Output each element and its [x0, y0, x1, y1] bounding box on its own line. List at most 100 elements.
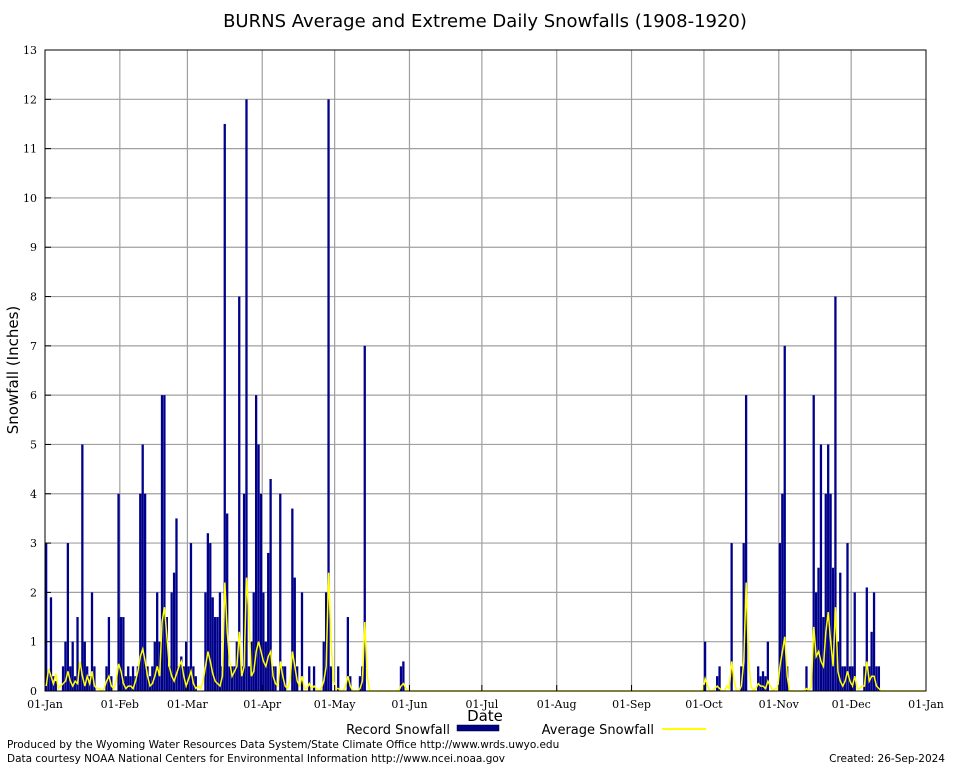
- y-tick-label: 5: [30, 438, 37, 451]
- record-bar: [872, 592, 876, 691]
- record-bar: [300, 592, 304, 691]
- record-bar: [177, 666, 181, 691]
- record-bar: [66, 543, 70, 691]
- legend-average-label: Average Snowfall: [542, 723, 654, 738]
- record-bar: [293, 577, 296, 691]
- record-bar: [252, 592, 255, 691]
- record-bar: [81, 444, 84, 691]
- record-bar: [49, 597, 53, 691]
- record-bar: [778, 543, 782, 691]
- x-tick-label: 01-Sep: [612, 698, 651, 711]
- record-bar: [271, 666, 275, 691]
- record-bar: [402, 661, 405, 691]
- record-bar: [172, 572, 176, 691]
- plot-frame: [44, 49, 927, 692]
- record-bar: [233, 666, 236, 691]
- record-bar: [73, 676, 77, 691]
- record-bar: [322, 641, 325, 691]
- record-bar: [213, 617, 217, 691]
- record-bar: [841, 666, 844, 691]
- record-bar: [291, 508, 294, 691]
- record-bar: [267, 552, 270, 691]
- y-tick-label: 11: [23, 143, 37, 156]
- record-bar: [839, 572, 842, 691]
- record-bar: [329, 666, 333, 691]
- record-bar: [76, 617, 79, 691]
- record-bar: [283, 666, 287, 691]
- record-bar: [45, 543, 48, 691]
- record-bar: [228, 666, 231, 691]
- record-bar: [156, 592, 159, 691]
- record-bar: [257, 444, 260, 691]
- chart-title: BURNS Average and Extreme Daily Snowfall…: [223, 11, 747, 32]
- record-bar: [865, 587, 868, 691]
- record-bar: [194, 676, 197, 691]
- record-bar: [238, 296, 241, 691]
- record-bar: [875, 666, 878, 691]
- x-tick-label: 01-Nov: [759, 698, 800, 711]
- record-bar: [61, 666, 65, 691]
- legend-record-label: Record Snowfall: [346, 723, 450, 738]
- record-bar: [245, 99, 248, 691]
- x-tick-label: 01-Jan: [27, 698, 63, 711]
- y-tick-label: 13: [23, 44, 37, 57]
- record-bar: [131, 666, 135, 691]
- y-tick-label: 12: [23, 93, 37, 106]
- record-bar: [346, 617, 349, 691]
- x-tick-label: 01-Dec: [832, 698, 871, 711]
- record-bar: [117, 493, 120, 691]
- record-bar: [71, 641, 74, 691]
- x-tick-label: 01-Apr: [243, 698, 282, 711]
- record-bar: [716, 676, 719, 691]
- y-tick-label: 0: [30, 685, 37, 698]
- record-bar: [703, 641, 707, 691]
- record-bar: [730, 543, 733, 691]
- record-bar: [168, 666, 171, 691]
- record-bar: [783, 345, 786, 691]
- record-bar: [853, 592, 856, 691]
- x-tick-label: 01-Oct: [685, 698, 723, 711]
- legend-record-swatch: [456, 724, 500, 732]
- record-bar: [814, 592, 818, 691]
- record-bar: [206, 533, 210, 691]
- record-bar: [54, 681, 57, 691]
- record-bar: [822, 617, 825, 691]
- record-bar: [766, 641, 769, 691]
- record-bar: [358, 676, 362, 691]
- record-bar: [141, 444, 144, 691]
- record-bar: [122, 617, 125, 691]
- record-bar: [851, 666, 854, 691]
- record-bar: [761, 671, 765, 691]
- record-bar: [718, 666, 721, 691]
- record-bar: [870, 631, 873, 691]
- x-axis-ticks: 01-Jan 01-Feb 01-Mar 01-Apr 01-May 01-Jun 01-J…: [27, 685, 944, 711]
- record-bar: [218, 592, 222, 691]
- y-tick-label: 3: [30, 537, 37, 550]
- record-bar: [127, 666, 130, 691]
- record-bar: [757, 666, 760, 691]
- record-bar: [259, 493, 263, 691]
- x-tick-label: 01-Jan: [908, 698, 944, 711]
- record-bar: [189, 543, 193, 691]
- record-bar: [64, 641, 67, 691]
- record-bar: [740, 666, 743, 691]
- record-bar: [742, 543, 745, 691]
- record-bar: [274, 666, 277, 691]
- credit-line-1: Produced by the Wyoming Water Resources …: [7, 739, 559, 751]
- record-bar: [759, 676, 762, 691]
- y-axis-label: Snowfall (Inches): [4, 306, 22, 434]
- x-tick-label: 01-Feb: [101, 698, 139, 711]
- record-bar: [119, 617, 123, 691]
- y-tick-label: 9: [30, 241, 37, 254]
- record-bar: [819, 444, 823, 691]
- record-bar: [254, 395, 258, 691]
- record-bar: [863, 666, 866, 691]
- record-bar: [834, 296, 837, 691]
- x-tick-label: 01-Aug: [537, 698, 577, 711]
- record-bar: [824, 493, 827, 691]
- record-bar: [124, 676, 127, 691]
- record-bar: [90, 592, 94, 691]
- created-date: Created: 26-Sep-2024: [829, 753, 945, 765]
